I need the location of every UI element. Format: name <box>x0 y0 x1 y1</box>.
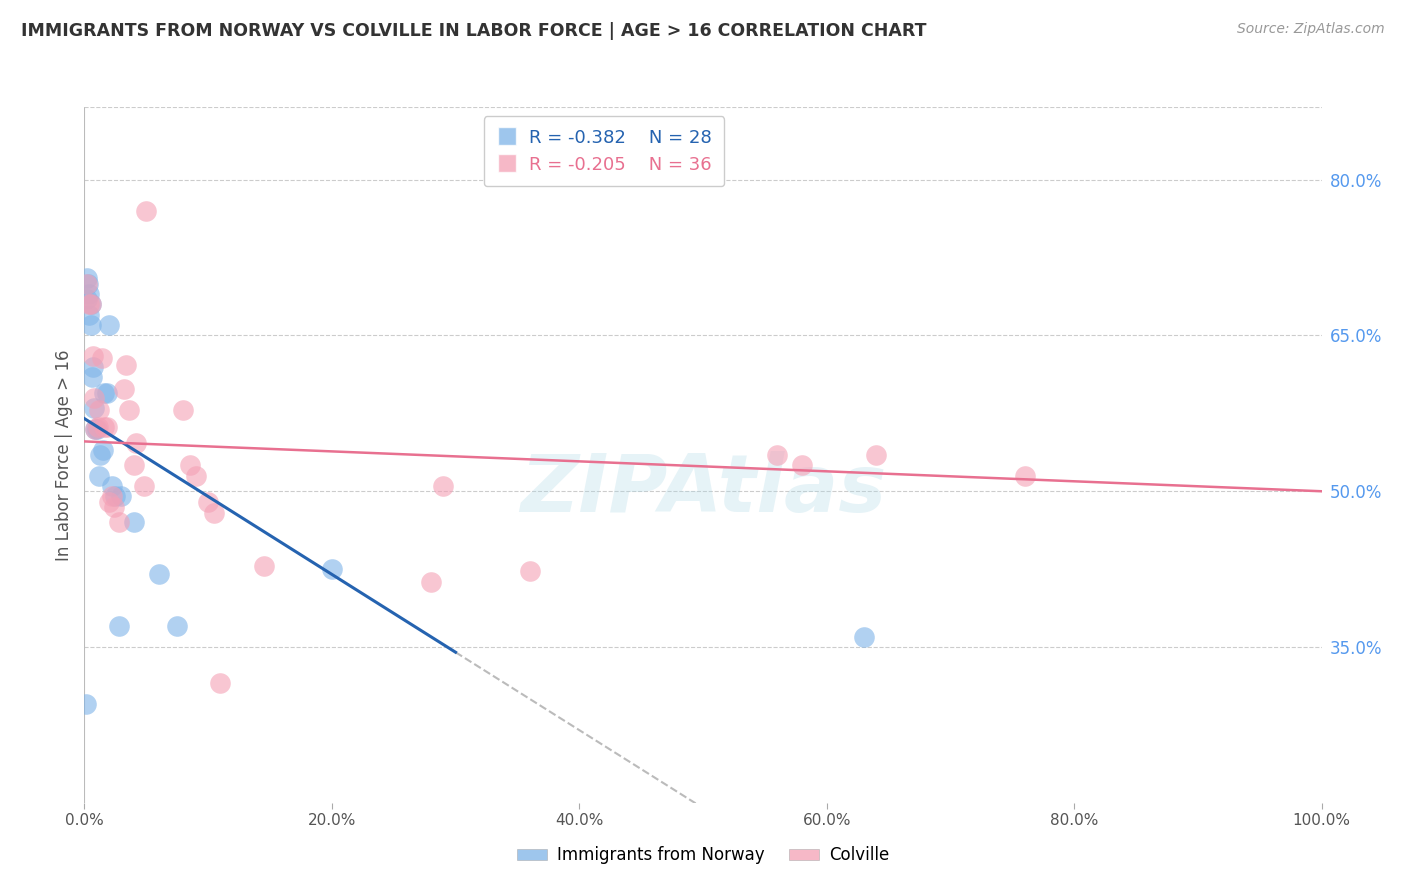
Point <box>852 630 875 644</box>
Point <box>86 422 108 436</box>
Point <box>321 562 343 576</box>
Point <box>112 383 135 397</box>
Point <box>132 479 155 493</box>
Point <box>179 458 201 473</box>
Point <box>118 403 141 417</box>
Point <box>184 468 207 483</box>
Point <box>209 676 232 690</box>
Point <box>79 297 101 311</box>
Point <box>79 287 101 301</box>
Point <box>253 559 276 574</box>
Point <box>84 422 107 436</box>
Point <box>90 351 112 366</box>
Point <box>93 420 115 434</box>
Point <box>91 442 114 457</box>
Point <box>100 479 122 493</box>
Point <box>98 318 121 332</box>
Point <box>519 564 541 578</box>
Point <box>83 401 105 416</box>
Point <box>83 391 105 405</box>
Point <box>76 271 98 285</box>
Point <box>766 448 789 462</box>
Point <box>75 697 97 711</box>
Point <box>89 403 111 417</box>
Point <box>79 297 101 311</box>
Point <box>79 297 101 311</box>
Point <box>100 490 122 504</box>
Text: IMMIGRANTS FROM NORWAY VS COLVILLE IN LABOR FORCE | AGE > 16 CORRELATION CHART: IMMIGRANTS FROM NORWAY VS COLVILLE IN LA… <box>21 22 927 40</box>
Y-axis label: In Labor Force | Age > 16: In Labor Force | Age > 16 <box>55 349 73 561</box>
Text: Source: ZipAtlas.com: Source: ZipAtlas.com <box>1237 22 1385 37</box>
Point <box>98 494 121 508</box>
Text: ZIPAtlas: ZIPAtlas <box>520 450 886 529</box>
Point <box>108 516 131 530</box>
Point <box>790 458 813 473</box>
Point <box>432 479 454 493</box>
Point <box>166 619 188 633</box>
Point <box>103 500 125 514</box>
Point <box>865 448 887 462</box>
Point <box>77 277 100 291</box>
Point <box>89 468 111 483</box>
Point <box>122 458 145 473</box>
Point <box>80 370 103 384</box>
Point <box>79 308 101 322</box>
Point <box>125 436 148 450</box>
Point <box>93 385 115 400</box>
Point <box>1014 468 1036 483</box>
Point <box>82 349 104 363</box>
Point <box>197 494 219 508</box>
Point <box>82 359 104 374</box>
Point <box>122 516 145 530</box>
Point <box>96 420 118 434</box>
Legend: Immigrants from Norway, Colville: Immigrants from Norway, Colville <box>510 839 896 871</box>
Point <box>76 292 98 306</box>
Point <box>104 490 127 504</box>
Point <box>110 490 132 504</box>
Point <box>89 448 111 462</box>
Point <box>172 403 194 417</box>
Point <box>79 318 101 332</box>
Point <box>96 385 118 400</box>
Point <box>115 358 138 372</box>
Point <box>202 506 225 520</box>
Point <box>419 574 441 589</box>
Point <box>148 567 170 582</box>
Point <box>108 619 131 633</box>
Point <box>76 277 98 291</box>
Point <box>84 422 107 436</box>
Point <box>135 203 157 218</box>
Point <box>87 420 110 434</box>
